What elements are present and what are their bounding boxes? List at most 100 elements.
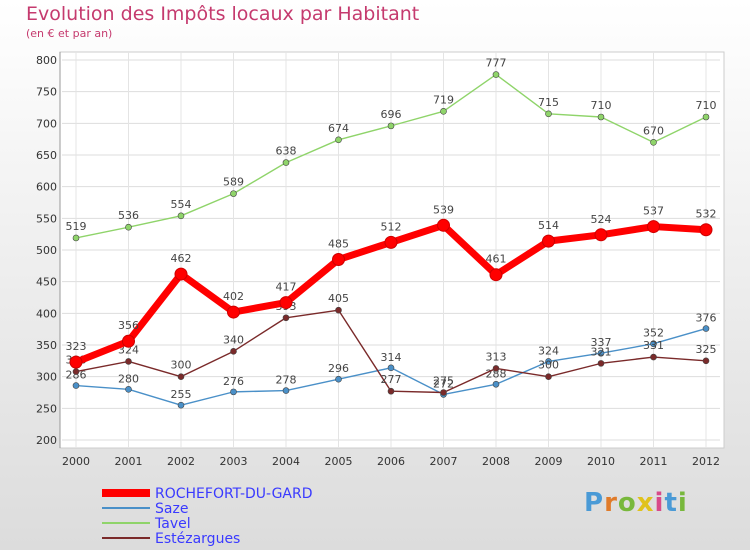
proxiti-logo: Proxiti: [584, 488, 688, 518]
data-point: [335, 136, 342, 144]
logo-letter: x: [636, 488, 655, 518]
data-point: [597, 113, 605, 121]
y-tick-label: 250: [36, 402, 57, 415]
data-label: 461: [486, 253, 507, 266]
data-label: 280: [118, 372, 139, 385]
y-tick-label: 200: [36, 434, 57, 447]
data-point: [69, 355, 83, 369]
data-label: 715: [538, 96, 559, 109]
data-label: 300: [538, 359, 559, 372]
data-point: [650, 340, 657, 348]
x-tick-label: 2005: [325, 455, 353, 468]
data-point: [282, 159, 290, 166]
x-tick-label: 2007: [430, 455, 458, 468]
data-point: [335, 306, 342, 314]
data-label: 710: [696, 99, 717, 112]
data-point: [384, 235, 398, 249]
x-tick-label: 2002: [167, 455, 195, 468]
y-tick-label: 550: [36, 212, 57, 225]
y-tick-label: 750: [36, 86, 57, 99]
x-tick-label: 2008: [482, 455, 510, 468]
logo-letter: t: [664, 488, 678, 518]
data-point: [702, 325, 710, 332]
data-label: 278: [276, 374, 297, 387]
data-label: 638: [276, 145, 297, 158]
data-label: 276: [223, 375, 244, 388]
data-point: [387, 387, 395, 395]
data-point: [702, 357, 710, 365]
data-point: [597, 360, 605, 367]
data-point: [597, 349, 605, 357]
data-point: [542, 234, 555, 248]
data-label: 536: [118, 209, 139, 222]
logo-letter: o: [617, 488, 637, 518]
data-label: 674: [328, 122, 349, 135]
y-tick-label: 600: [36, 181, 57, 194]
x-tick-label: 2009: [535, 455, 563, 468]
data-label: 539: [433, 203, 454, 216]
data-label: 670: [643, 124, 664, 137]
x-tick-label: 2011: [640, 455, 668, 468]
logo-letter: i: [677, 488, 688, 518]
data-point: [282, 314, 290, 322]
data-point: [545, 373, 552, 380]
data-label: 402: [223, 290, 244, 303]
data-label: 300: [171, 359, 192, 372]
data-label: 710: [591, 99, 612, 112]
y-tick-label: 350: [36, 339, 57, 352]
data-label: 376: [696, 312, 717, 325]
data-point: [230, 190, 237, 197]
data-label: 537: [643, 205, 664, 218]
data-point: [125, 358, 132, 365]
data-point: [177, 212, 185, 220]
data-point: [492, 365, 500, 372]
data-label: 719: [433, 93, 454, 106]
data-label: 405: [328, 292, 349, 305]
x-tick-label: 2010: [587, 455, 615, 468]
data-label: 532: [696, 208, 717, 221]
x-tick-label: 2000: [62, 455, 90, 468]
data-point: [72, 382, 80, 389]
legend-label: ROCHEFORT-DU-GARD: [155, 486, 313, 502]
logo-letter: r: [604, 488, 618, 518]
data-point: [440, 108, 447, 115]
x-tick-label: 2004: [272, 455, 300, 468]
data-label: 325: [696, 343, 717, 356]
data-label: 589: [223, 176, 244, 189]
y-tick-label: 400: [36, 307, 57, 320]
x-tick-label: 2001: [115, 455, 143, 468]
data-point: [125, 223, 132, 231]
data-point: [545, 358, 552, 365]
chart-subtitle: (en € et par an): [26, 27, 113, 40]
data-point: [545, 110, 552, 118]
data-point: [335, 375, 342, 383]
data-point: [650, 353, 657, 361]
data-label: 554: [171, 198, 192, 211]
data-point: [492, 380, 500, 388]
data-point: [72, 368, 80, 375]
chart-title: Evolution des Impôts locaux par Habitant: [26, 3, 420, 25]
y-tick-label: 800: [36, 54, 57, 67]
data-label: 324: [538, 344, 559, 357]
logo-letter: P: [584, 488, 605, 518]
data-label: 462: [171, 252, 192, 265]
data-label: 275: [433, 375, 454, 388]
data-point: [227, 305, 240, 319]
data-point: [594, 228, 608, 242]
y-tick-label: 500: [36, 244, 57, 257]
data-label: 512: [381, 220, 402, 233]
data-point: [122, 334, 135, 348]
data-point: [699, 223, 713, 237]
data-label: 417: [276, 281, 297, 294]
data-point: [492, 71, 500, 78]
data-point: [647, 220, 660, 234]
y-tick-label: 700: [36, 117, 57, 130]
data-label: 519: [66, 220, 87, 233]
data-point: [230, 348, 237, 355]
y-tick-label: 450: [36, 276, 57, 289]
x-tick-label: 2006: [377, 455, 405, 468]
x-tick-label: 2012: [692, 455, 720, 468]
data-point: [387, 364, 395, 372]
data-point: [125, 386, 132, 393]
